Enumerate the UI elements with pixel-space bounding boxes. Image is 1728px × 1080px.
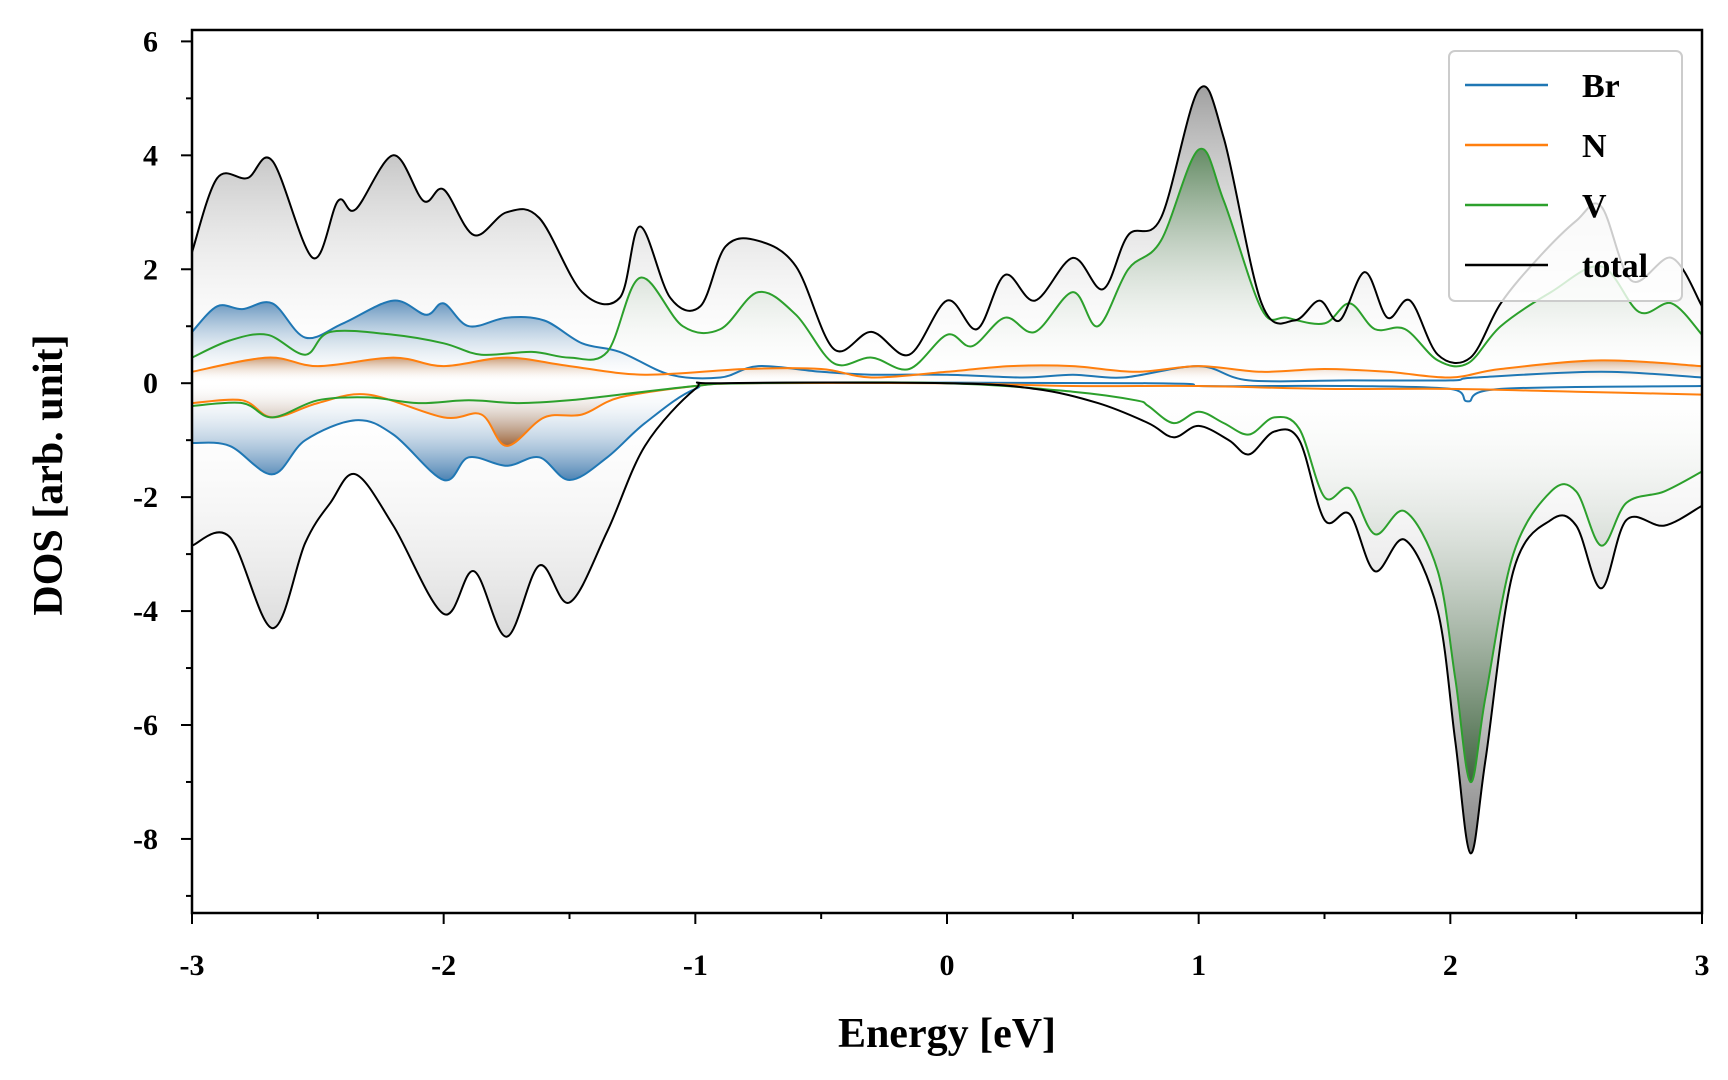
x-tick-label: 3 (1695, 949, 1710, 982)
fill-v-down (192, 382, 1702, 783)
series-line-br-down (192, 381, 1702, 482)
legend-label-br: Br (1582, 68, 1620, 105)
y-tick-label: 4 (143, 139, 158, 172)
y-tick-label: -8 (133, 823, 158, 856)
y-tick-label: 6 (143, 25, 158, 58)
x-tick-label: 1 (1191, 949, 1206, 982)
x-tick-label: -1 (683, 949, 708, 982)
x-tick-label: 0 (940, 949, 955, 982)
legend-label-n: N (1582, 128, 1607, 165)
y-tick-label: -2 (133, 481, 158, 514)
fill-total-up (192, 86, 1702, 384)
x-axis-ticks: -3 -2 -1 0 1 2 3 (180, 913, 1710, 982)
y-tick-label: 2 (143, 253, 158, 286)
dos-series-lines (192, 85, 1702, 855)
series-line-v-down (192, 381, 1702, 784)
fill-n-down (192, 382, 1702, 446)
y-axis-label: DOS [arb. unit] (26, 334, 72, 615)
series-line-n-up (192, 356, 1702, 379)
x-tick-label: -3 (180, 949, 205, 982)
series-line-total-down (192, 381, 1702, 855)
y-tick-label: -6 (133, 709, 158, 742)
x-axis-label: Energy [eV] (838, 1011, 1056, 1057)
legend-label-total: total (1582, 248, 1648, 285)
fill-br-up (192, 300, 1702, 384)
legend-box (1448, 50, 1683, 302)
dos-fill-areas (192, 86, 1702, 854)
x-tick-label: 2 (1443, 949, 1458, 982)
y-tick-label: 0 (143, 367, 158, 400)
series-line-br-up (192, 299, 1702, 383)
legend-label-v: V (1582, 188, 1607, 225)
fill-total-down (192, 382, 1702, 854)
series-line-v-up (192, 147, 1702, 371)
y-tick-label: -4 (133, 595, 158, 628)
series-line-total-up (192, 85, 1702, 364)
fill-v-up (192, 148, 1702, 384)
x-tick-label: -2 (431, 949, 456, 982)
y-axis-ticks: -8 -6 -4 -2 0 2 4 6 (133, 25, 192, 897)
fill-n-up (192, 357, 1702, 384)
